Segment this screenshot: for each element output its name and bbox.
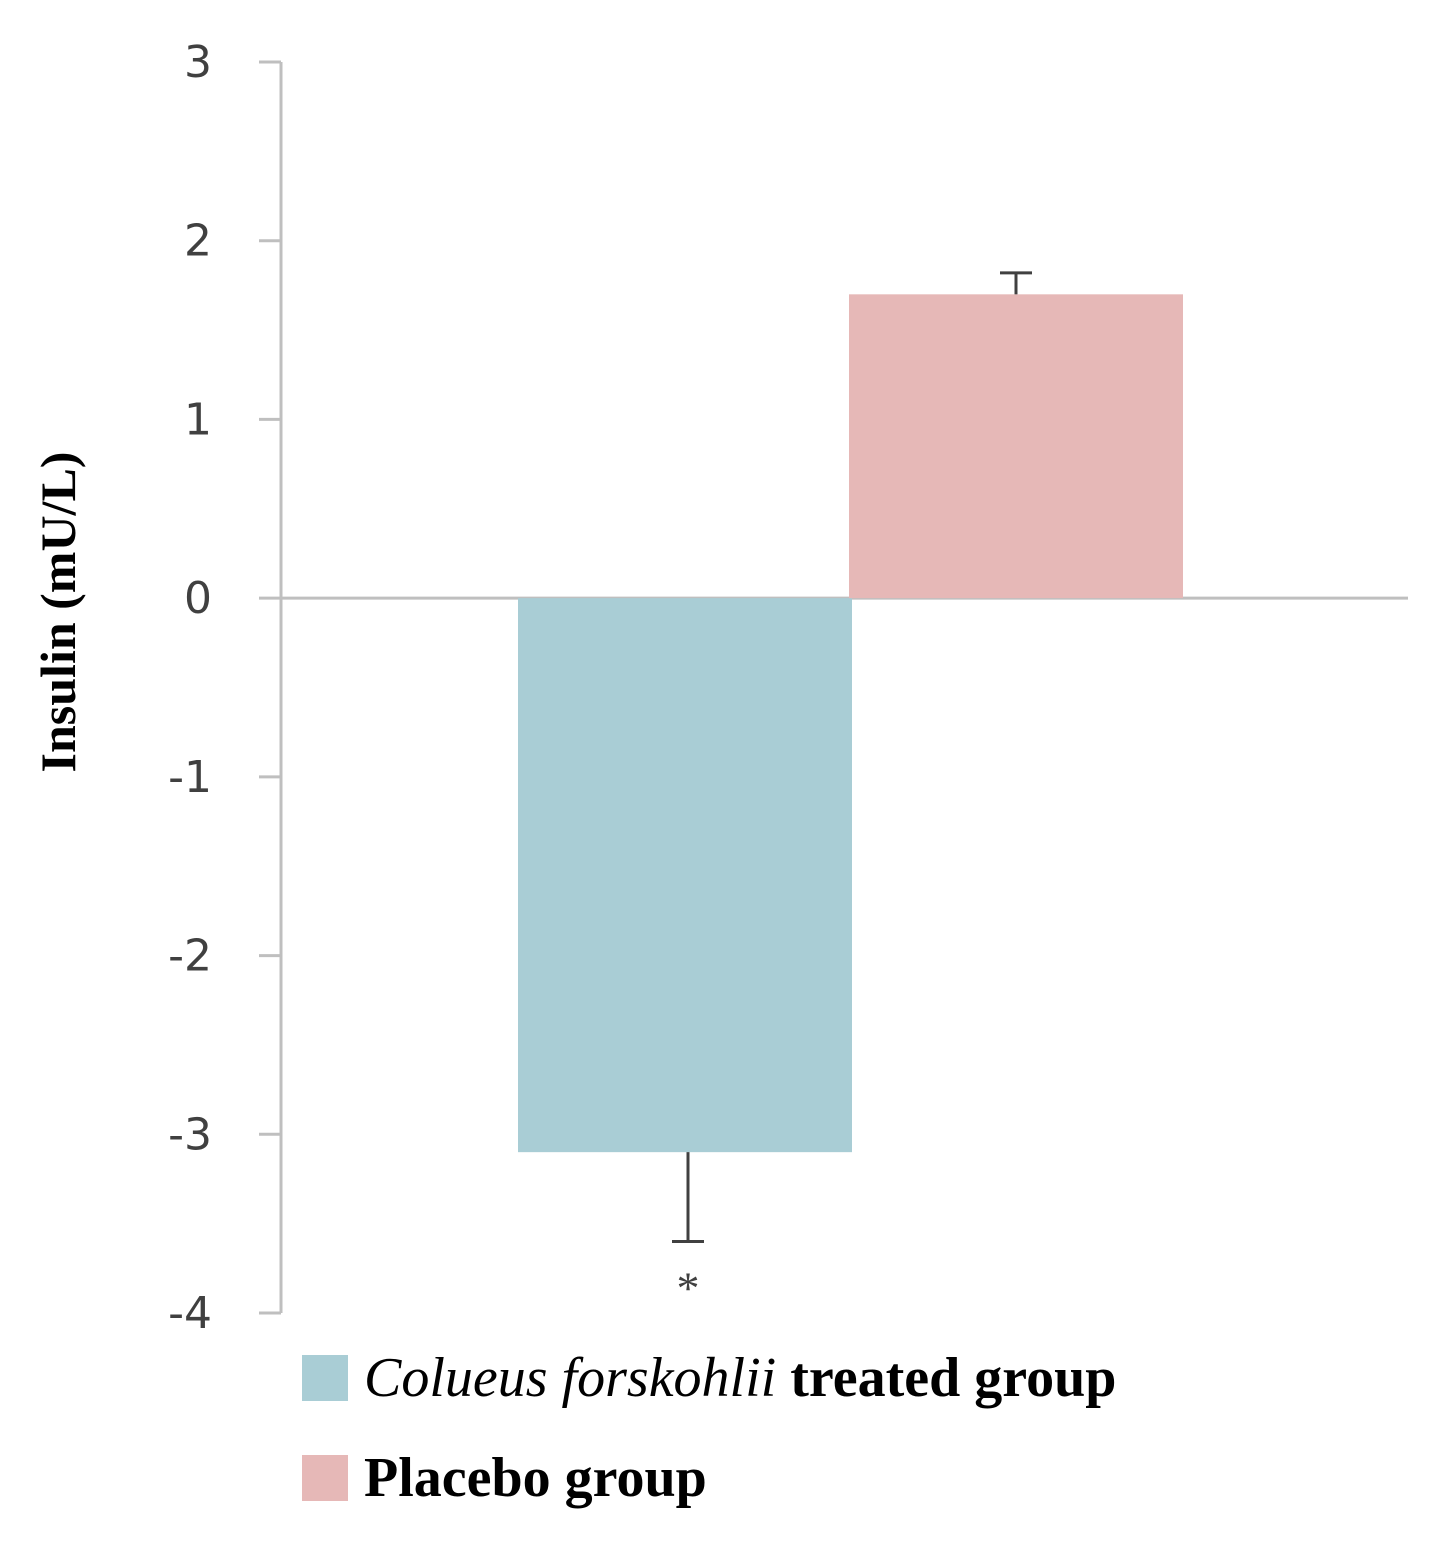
y-tick-label: 2 <box>184 216 212 267</box>
y-tick-label: -3 <box>168 1109 212 1160</box>
y-ticks: 3 2 1 0 -1 -2 -3 -4 <box>168 37 281 1339</box>
bar <box>518 598 852 1153</box>
y-tick-label: 1 <box>184 394 212 445</box>
y-tick-label: -2 <box>168 931 212 982</box>
y-tick-label: 0 <box>184 573 212 624</box>
legend-swatch-treated <box>302 1355 348 1401</box>
legend-swatch-placebo <box>302 1455 348 1501</box>
legend-item-treated: Colueus forskohlii treated group <box>302 1347 1116 1409</box>
significance-marker: * <box>677 1263 700 1314</box>
legend-item-placebo: Placebo group <box>302 1447 1116 1509</box>
y-tick-label: -1 <box>168 752 212 803</box>
legend-label-treated: Colueus forskohlii treated group <box>364 1347 1117 1409</box>
y-tick-label: 3 <box>184 37 212 88</box>
y-tick-label: -4 <box>168 1288 212 1339</box>
legend: Colueus forskohlii treated group Placebo… <box>302 1347 1116 1552</box>
y-axis-label: Insulin (mU/L) <box>30 452 86 773</box>
bar <box>849 294 1183 599</box>
bars: * <box>518 271 1183 1314</box>
legend-label-placebo: Placebo group <box>364 1447 707 1509</box>
